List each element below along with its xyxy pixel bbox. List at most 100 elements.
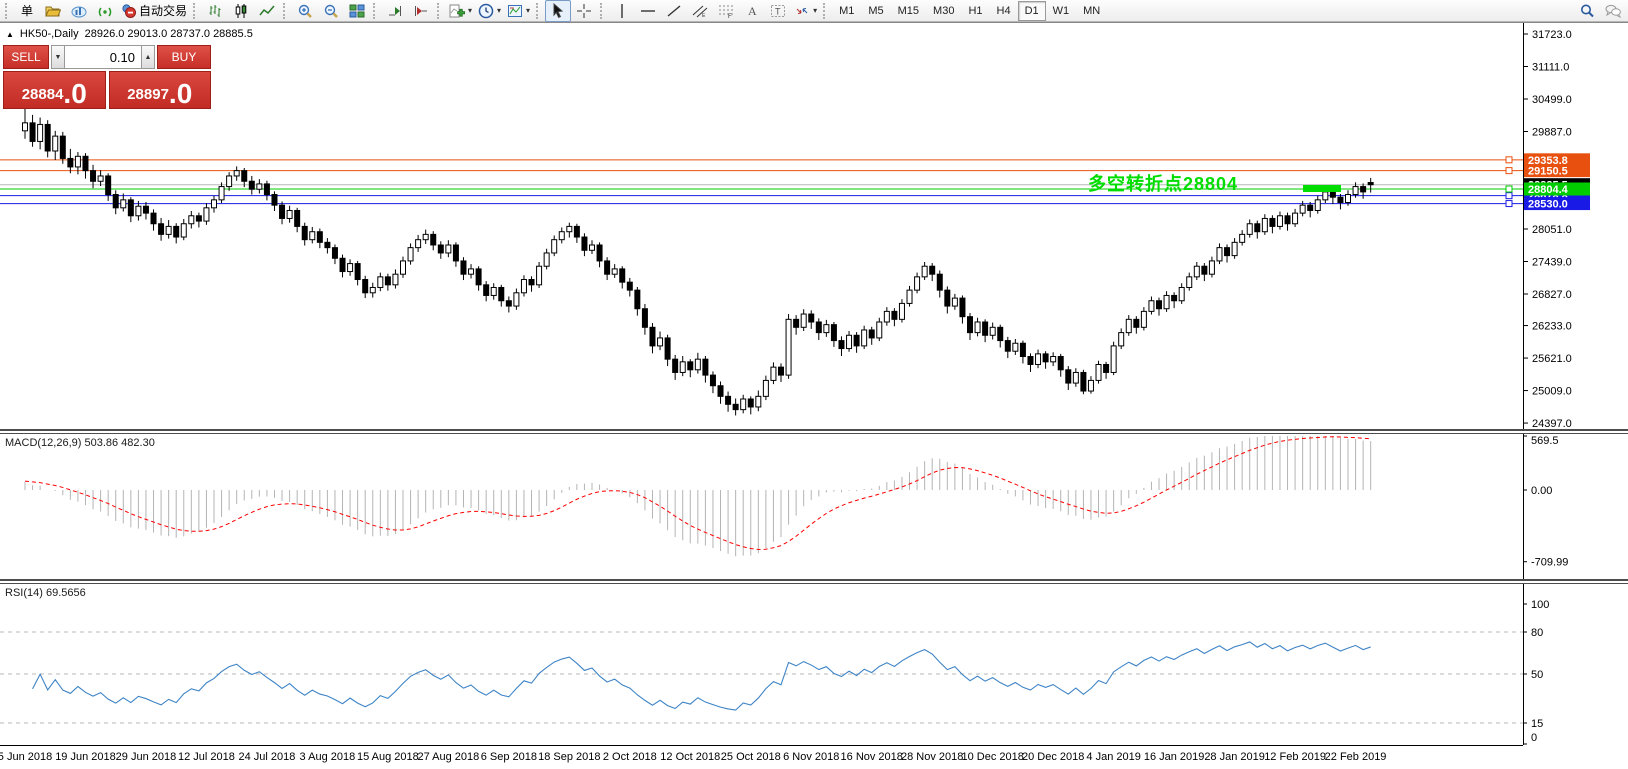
candlestick-chart-button[interactable] [228, 0, 254, 22]
candle-body [566, 225, 573, 233]
fibonacci-button[interactable]: F [713, 0, 739, 22]
candle-body [1329, 191, 1336, 198]
new-order-button[interactable]: 单 [14, 0, 40, 22]
timeframe-h4-button[interactable]: H4 [996, 4, 1011, 17]
profiles-button[interactable] [40, 0, 66, 22]
search-button[interactable] [1574, 0, 1600, 22]
price-chart[interactable]: 31723.0 31111.0 30499.0 29887.0 28051.0 27439… [0, 23, 1628, 430]
chart-shift-button[interactable] [408, 0, 434, 22]
volume-increase-button[interactable]: ▲ [141, 45, 155, 69]
chart-bottom-frame [0, 745, 1523, 746]
candle-body [1239, 233, 1246, 243]
sell-button[interactable]: SELL [3, 45, 49, 69]
timeframe-h1-button[interactable]: H1 [968, 4, 983, 17]
candle-body [248, 180, 255, 190]
candle-body [1352, 186, 1359, 196]
line-chart-button[interactable] [254, 0, 280, 22]
signals-button[interactable] [92, 0, 118, 22]
candle-body [1050, 356, 1057, 363]
candle-body [483, 284, 490, 296]
candle-body [951, 297, 958, 307]
pivot-annotation-text[interactable]: 多空转折点28804 [1088, 174, 1239, 194]
hline-anchor-28530.0[interactable] [1505, 200, 1513, 208]
hline-anchor-29150.5[interactable] [1505, 167, 1513, 175]
horizontal-line-button[interactable] [635, 0, 661, 22]
candle-body [430, 233, 437, 246]
price-label-box-29150.5[interactable] [1524, 164, 1590, 178]
candle-body [452, 244, 459, 262]
charts-cloud-button[interactable] [66, 0, 92, 22]
hline-anchor-28678.8[interactable] [1505, 192, 1513, 200]
trend-line-button[interactable] [661, 0, 687, 22]
candle-body [536, 265, 543, 286]
price-label-box-28530.0[interactable] [1524, 197, 1590, 211]
arrows-button[interactable]: ▾ [791, 0, 820, 22]
price-label-box-28804.4[interactable] [1524, 182, 1590, 196]
templates-button[interactable]: ▾ [504, 0, 533, 22]
candle-body [883, 310, 890, 323]
arrows-dropdown-arrow-icon[interactable]: ▾ [813, 6, 818, 15]
text-icon: A [744, 3, 760, 19]
candle-body [339, 257, 346, 273]
macd-panel[interactable]: 569.5 0.00 -709.99 MACD(12,26,9) 503.86 48… [0, 434, 1628, 579]
text-button[interactable]: A [739, 0, 765, 22]
timeframe-m15-button[interactable]: M15 [897, 4, 920, 17]
crosshair-button[interactable] [571, 0, 597, 22]
toolbar-grip [283, 2, 289, 19]
hline-anchor-29353.8[interactable] [1505, 156, 1513, 164]
candle-body [1072, 371, 1079, 384]
zoom-in-button[interactable] [292, 0, 318, 22]
candle-body [1345, 194, 1351, 204]
green-pivot-marker[interactable] [1303, 184, 1341, 192]
volume-decrease-button[interactable]: ▼ [51, 45, 65, 69]
rsi-chart[interactable]: 100 80 50 15 0 [0, 584, 1628, 745]
candle-body [997, 326, 1004, 342]
periods-dropdown-arrow-icon[interactable]: ▾ [497, 6, 502, 15]
date-axis[interactable]: 5 Jun 2018 19 Jun 2018 29 Jun 2018 12 Jul 2… [0, 746, 1628, 769]
chat-button[interactable] [1600, 0, 1626, 22]
chart-shift-icon [413, 3, 429, 19]
auto-scroll-button[interactable] [382, 0, 408, 22]
candle-body [150, 212, 157, 225]
templates-dropdown-arrow-icon[interactable]: ▾ [526, 6, 531, 15]
panel-divider[interactable] [0, 429, 1628, 434]
periods-button[interactable]: ▾ [475, 0, 504, 22]
candle-body [1193, 265, 1200, 278]
symbol-marker-icon[interactable]: ▲ [6, 29, 14, 39]
candle-body [1367, 182, 1374, 186]
candle-body [1042, 353, 1049, 363]
volume-input[interactable]: 0.10 [65, 45, 141, 69]
buy-button[interactable]: BUY [157, 45, 211, 69]
indicators-button[interactable]: ▾ [446, 0, 475, 22]
rsi-panel[interactable]: 100 80 50 15 0 RSI(14) 69.5656 [0, 584, 1628, 745]
candle-body [1148, 300, 1155, 312]
toolbar-grip [373, 2, 379, 19]
indicators-dropdown-arrow-icon[interactable]: ▾ [468, 6, 473, 15]
date-label: 10 Dec 2018 [961, 751, 1024, 763]
timeframe-m1-button[interactable]: M1 [839, 4, 855, 17]
timeframe-mn-button[interactable]: MN [1083, 4, 1101, 17]
sell-price-display[interactable]: 28884 .0 [3, 71, 106, 109]
macd-chart[interactable]: 569.5 0.00 -709.99 [0, 434, 1628, 579]
zoom-out-button[interactable] [318, 0, 344, 22]
timeframe-m5-button[interactable]: M5 [868, 4, 884, 17]
cursor-button[interactable] [545, 0, 572, 22]
vertical-line-button[interactable] [609, 0, 635, 22]
bar-chart-button[interactable] [202, 0, 228, 22]
panel-divider[interactable] [0, 579, 1628, 584]
text-label-button[interactable]: T [765, 0, 791, 22]
equidistant-channel-button[interactable]: E [687, 0, 713, 22]
price-label-box-29353.8[interactable] [1524, 153, 1590, 167]
candle-body [1201, 265, 1208, 275]
candle-body [770, 366, 777, 381]
timeframe-m30-button[interactable]: M30 [933, 4, 955, 17]
tile-windows-button[interactable] [344, 0, 370, 22]
timeframe-w1-button[interactable]: W1 [1052, 4, 1070, 17]
price-chart-panel[interactable]: 31723.0 31111.0 30499.0 29887.0 28051.0 27439… [0, 22, 1628, 430]
auto-trading-button[interactable]: 自动交易 [118, 0, 190, 22]
buy-price-display[interactable]: 28897 .0 [108, 71, 211, 109]
candle-body [520, 279, 527, 294]
hline-anchor-28804.4[interactable] [1505, 185, 1513, 193]
line-chart-icon [259, 3, 275, 19]
timeframe-d1-button[interactable]: D1 [1017, 0, 1046, 21]
